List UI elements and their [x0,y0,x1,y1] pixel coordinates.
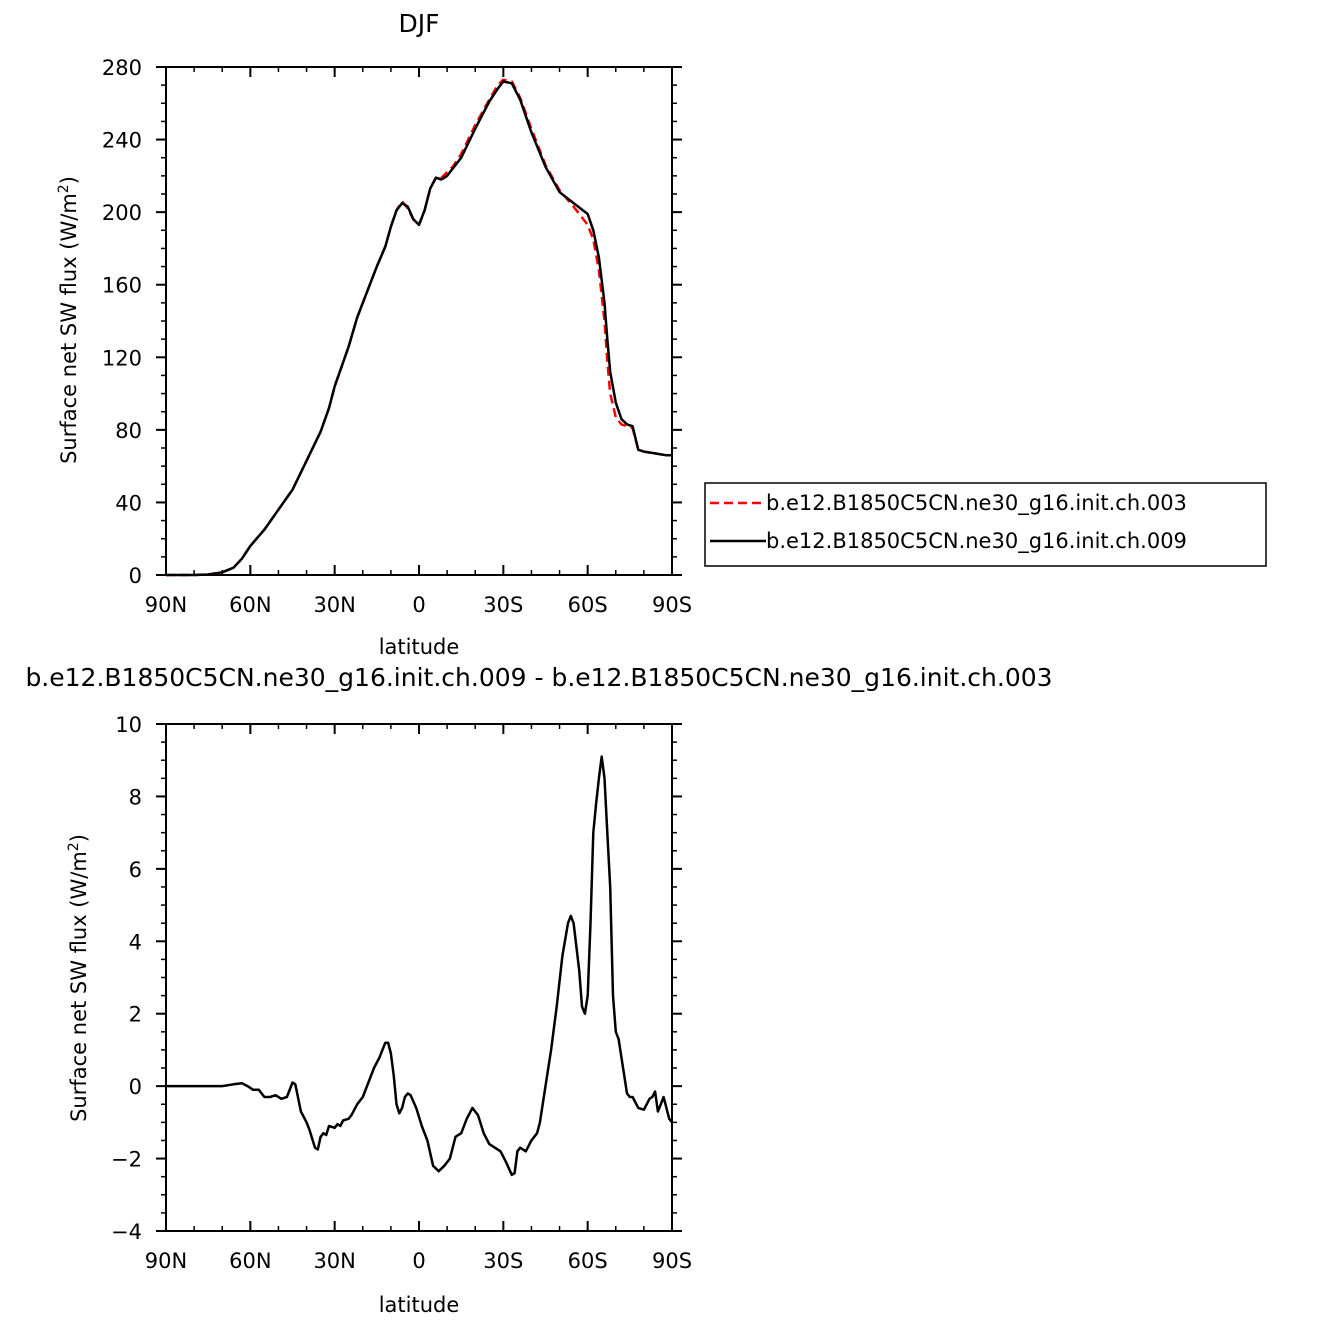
bottom-y-tick-label: 2 [129,1003,142,1027]
bottom-series-group [166,755,673,1177]
top-y-tick-label: 280 [102,56,142,80]
bottom-y-axis-label-end: ) [67,834,91,842]
top-chart-title: DJF [398,9,439,38]
top-y-tick-label: 240 [102,129,142,153]
top-x-tick-label: 60N [229,593,271,617]
legend: b.e12.B1850C5CN.ne30_g16.init.ch.003 b.e… [704,482,1267,567]
bottom-x-tick-label: 60S [568,1249,608,1273]
top-series-line-0 [166,78,672,577]
bottom-y-tick-label: 10 [115,713,142,737]
legend-label-009: b.e12.B1850C5CN.ne30_g16.init.ch.009 [766,529,1187,554]
top-x-tick-label: 90N [145,593,187,617]
bottom-chart-title: b.e12.B1850C5CN.ne30_g16.init.ch.009 - b… [25,663,1052,692]
top-x-tick-label: 0 [412,593,425,617]
bottom-x-tick-label: 0 [412,1249,425,1273]
top-y-tick-label: 0 [129,564,142,588]
top-plot-frame-group [165,66,673,576]
bottom-x-tick-label: 90N [145,1249,187,1273]
top-y-tick-label: 160 [102,274,142,298]
top-series-group [166,78,672,577]
top-y-axis-label-sup: 2 [56,184,72,193]
bottom-series-line-0 [166,755,673,1177]
top-x-tick-label: 30N [313,593,355,617]
legend-label-003: b.e12.B1850C5CN.ne30_g16.init.ch.003 [766,491,1187,516]
bottom-y-tick-label: −4 [111,1220,142,1244]
bottom-y-axis-label-main: Surface net SW flux (W/m [67,851,91,1122]
bottom-y-tick-label: 4 [129,930,142,954]
top-panel: DJF 90N 60N 30N 0 30S 60S 90S 0 40 80 120 160 200 240… [56,9,1267,659]
top-y-tick-label: 200 [102,201,142,225]
top-y-tick-label: 40 [115,491,142,515]
top-y-axis-label-main: Surface net SW flux (W/m [57,193,81,464]
top-y-axis-label-end: ) [57,176,81,184]
bottom-x-tick-label: 60N [229,1249,271,1273]
top-x-tick-label: 30S [483,593,523,617]
bottom-y-axis-label-sup: 2 [66,842,82,851]
top-y-tick-label: 80 [115,419,142,443]
bottom-y-tick-label: 8 [129,785,142,809]
bottom-x-tick-label: 30S [483,1249,523,1273]
bottom-y-tick-label: −2 [111,1148,142,1172]
legend-box [704,482,1267,567]
bottom-x-axis-label: latitude [379,1293,460,1317]
top-tick-group: 90N 60N 30N 0 30S 60S 90S 0 40 80 120 160 200 240 280 [102,56,692,617]
bottom-tick-group: 90N 60N 30N 0 30S 60S 90S −4 −2 0 2 4 6 8 10 [111,713,692,1273]
top-x-axis-label: latitude [379,635,460,659]
bottom-panel: b.e12.B1850C5CN.ne30_g16.init.ch.009 - b… [25,663,1052,1317]
top-x-tick-label: 90S [652,593,692,617]
bottom-y-tick-label: 0 [129,1075,142,1099]
bottom-x-tick-label: 90S [652,1249,692,1273]
top-plot-frame [165,66,673,576]
bottom-y-tick-label: 6 [129,858,142,882]
bottom-y-axis-label: Surface net SW flux (W/m2) [66,834,91,1122]
top-x-tick-label: 60S [568,593,608,617]
top-y-axis-label: Surface net SW flux (W/m2) [56,176,81,464]
bottom-x-tick-label: 30N [313,1249,355,1273]
top-y-tick-label: 120 [102,346,142,370]
top-series-line-1 [166,80,672,577]
